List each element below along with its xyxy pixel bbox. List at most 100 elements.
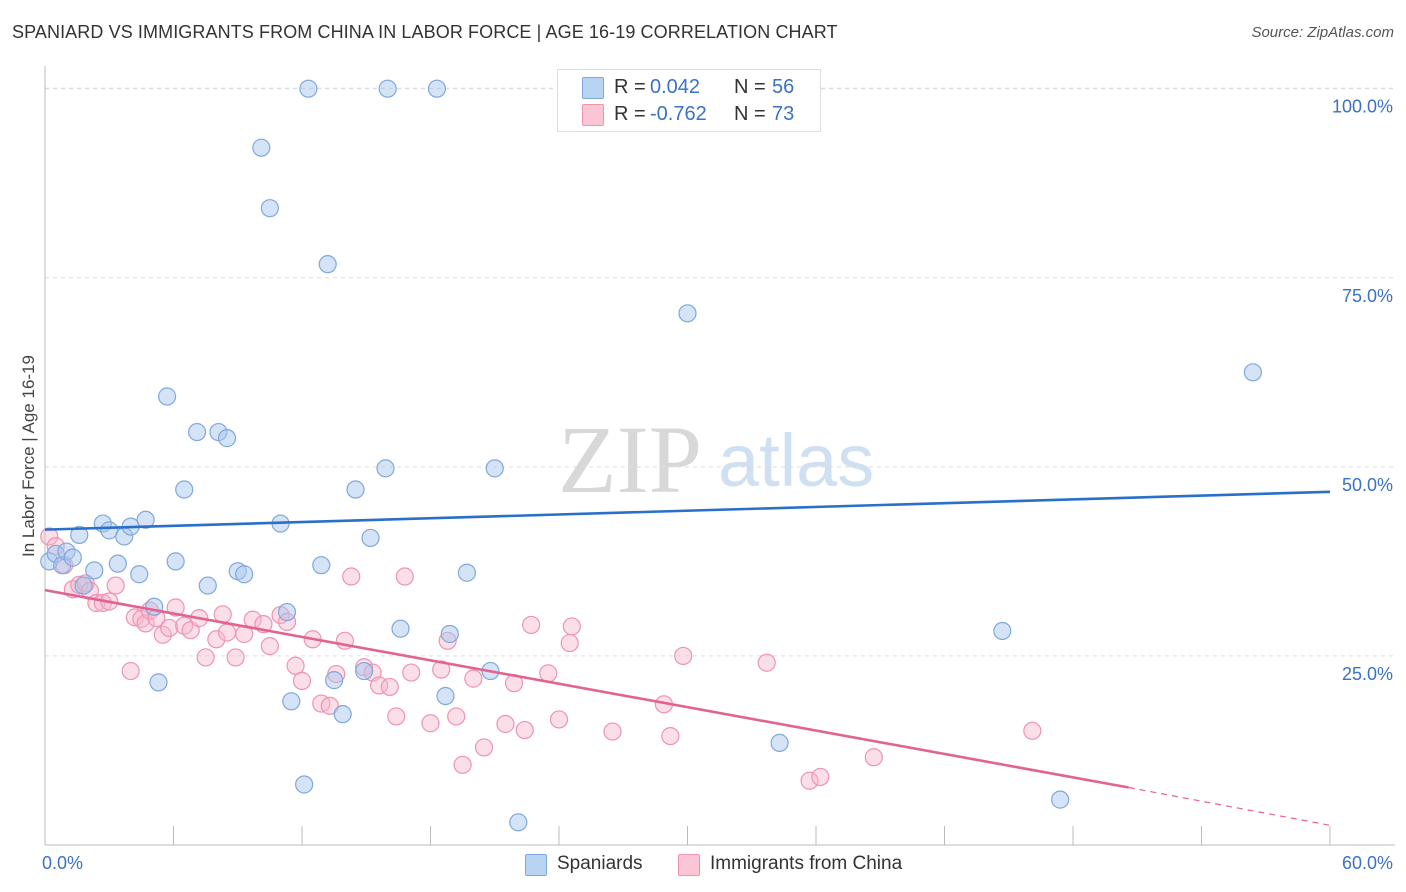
bottom-legend-label: Immigrants from China: [710, 853, 903, 874]
data-point-immigrants-from-china: [539, 664, 558, 683]
x-tick-label: 60.0%: [1342, 853, 1393, 873]
data-point-spaniards: [175, 480, 194, 499]
data-point-immigrants-from-china: [226, 648, 245, 667]
data-point-immigrants-from-china: [292, 671, 312, 690]
data-point-spaniards: [993, 621, 1012, 641]
data-point-immigrants-from-china: [217, 623, 237, 642]
data-point-immigrants-from-china: [464, 669, 483, 688]
data-point-spaniards: [145, 597, 164, 616]
data-point-spaniards: [457, 563, 477, 582]
data-point-spaniards: [235, 565, 254, 584]
data-point-spaniards: [1051, 790, 1070, 809]
data-point-immigrants-from-china: [166, 598, 185, 617]
data-point-immigrants-from-china: [474, 738, 494, 757]
legend-n-label: N =: [734, 103, 766, 125]
data-point-immigrants-from-china: [320, 696, 339, 715]
legend-n-value: 56: [772, 76, 795, 98]
data-point-immigrants-from-china: [549, 710, 569, 729]
data-point-immigrants-from-china: [811, 767, 830, 787]
data-point-immigrants-from-china: [207, 630, 226, 649]
bottom-legend-swatch-blue: [525, 854, 547, 876]
tick-labels: 25.0% 50.0% 75.0% 100.0% 0.0% 60.0%: [42, 97, 1393, 873]
data-point-spaniards: [108, 554, 127, 573]
data-point-spaniards: [136, 510, 155, 529]
data-point-immigrants-from-china: [453, 755, 472, 774]
data-point-immigrants-from-china: [153, 625, 172, 644]
data-point-spaniards: [678, 304, 697, 323]
data-point-spaniards: [157, 387, 177, 406]
data-point-spaniards: [312, 556, 331, 575]
data-point-spaniards: [85, 561, 104, 580]
y-axis-label: In Labor Force | Age 16-19: [19, 355, 38, 557]
data-point-spaniards: [318, 255, 337, 274]
stats-legend: R = 0.042 N = 56 R = -0.762 N = 73: [557, 69, 821, 132]
data-point-immigrants-from-china: [286, 656, 305, 675]
data-point-spaniards: [63, 548, 82, 567]
trend-lines: [44, 490, 1331, 826]
watermark-atlas: atlas: [718, 419, 874, 502]
data-point-spaniards: [391, 619, 410, 638]
data-point-spaniards: [355, 661, 374, 681]
data-point-spaniards: [378, 79, 397, 98]
data-point-spaniards: [427, 79, 447, 98]
data-point-spaniards: [325, 671, 344, 690]
data-point-spaniards: [440, 624, 459, 644]
data-point-spaniards: [70, 525, 89, 545]
data-point-spaniards: [187, 422, 207, 442]
legend-swatch-pink: [582, 104, 604, 126]
trend-line-immigrants-from-china: [44, 588, 1129, 789]
data-point-spaniards: [1243, 363, 1263, 382]
legend-n-label: N =: [734, 76, 766, 98]
data-point-spaniards: [217, 429, 237, 448]
data-point-immigrants-from-china: [121, 661, 140, 681]
bottom-legend-label: Spaniards: [557, 853, 643, 874]
data-point-spaniards: [485, 459, 504, 478]
y-tick-label: 25.0%: [1342, 664, 1393, 684]
data-point-spaniards: [299, 79, 318, 98]
legend-swatch-blue: [582, 77, 604, 99]
series-spaniards: [40, 79, 1263, 832]
data-point-spaniards: [198, 576, 217, 595]
y-tick-label: 100.0%: [1332, 97, 1393, 117]
source-credit: Source: ZipAtlas.com: [1251, 24, 1394, 41]
data-point-immigrants-from-china: [196, 648, 215, 667]
data-point-immigrants-from-china: [496, 714, 515, 734]
data-point-immigrants-from-china: [160, 618, 179, 638]
data-point-immigrants-from-china: [515, 720, 534, 740]
data-point-immigrants-from-china: [522, 615, 541, 635]
chart-title: SPANIARD VS IMMIGRANTS FROM CHINA IN LAB…: [12, 22, 838, 42]
legend-r-value: 0.042: [650, 76, 701, 98]
data-point-spaniards: [295, 775, 314, 794]
axes: [44, 66, 1395, 846]
data-point-immigrants-from-china: [402, 663, 421, 682]
data-point-spaniards: [770, 733, 789, 752]
data-point-spaniards: [346, 480, 365, 499]
legend-r-value: -0.762: [650, 103, 707, 125]
data-point-immigrants-from-china: [421, 714, 440, 733]
data-point-immigrants-from-china: [387, 707, 406, 726]
data-point-immigrants-from-china: [380, 677, 399, 697]
trend-line-spaniards: [44, 490, 1331, 531]
data-point-immigrants-from-china: [800, 771, 819, 790]
legend-r-label: R =: [614, 103, 646, 125]
legend-r-label: R =: [614, 76, 646, 98]
legend-n-value: 73: [772, 103, 795, 125]
data-point-spaniards: [74, 576, 93, 595]
data-point-immigrants-from-china: [40, 527, 59, 546]
data-point-immigrants-from-china: [562, 617, 581, 636]
data-point-immigrants-from-china: [1023, 721, 1042, 740]
data-point-spaniards: [260, 199, 279, 218]
data-point-spaniards: [252, 138, 271, 157]
data-point-immigrants-from-china: [260, 636, 279, 656]
data-point-spaniards: [166, 552, 185, 571]
data-point-spaniards: [376, 459, 395, 478]
bottom-legend-swatch-pink: [678, 854, 700, 876]
data-point-immigrants-from-china: [560, 633, 579, 653]
y-tick-label: 50.0%: [1342, 475, 1393, 495]
data-point-spaniards: [436, 686, 455, 706]
data-point-immigrants-from-china: [447, 707, 466, 726]
data-point-spaniards: [333, 705, 352, 724]
data-point-immigrants-from-china: [342, 567, 361, 586]
data-point-immigrants-from-china: [661, 726, 680, 746]
